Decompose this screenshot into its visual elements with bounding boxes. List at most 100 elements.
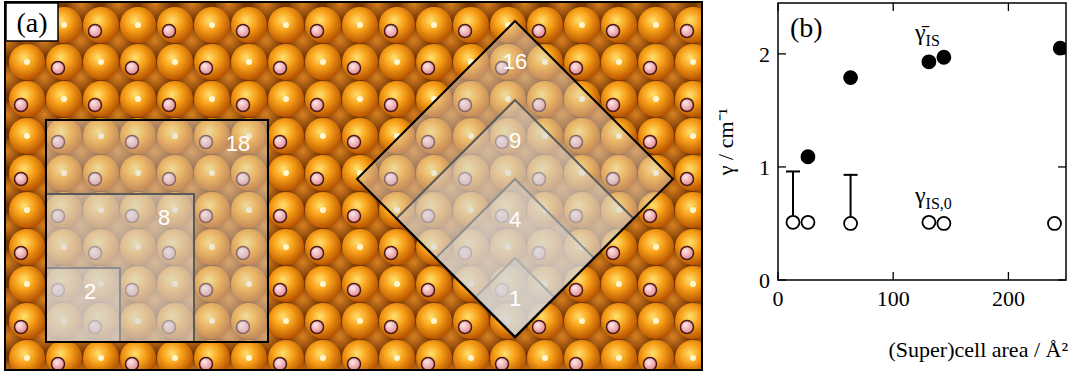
point	[844, 71, 857, 84]
surface-atom	[268, 192, 304, 228]
highlight	[283, 22, 289, 28]
highlight	[357, 96, 363, 102]
highlight	[61, 22, 67, 28]
surface-atom	[305, 340, 341, 370]
surface-atom	[601, 44, 637, 80]
highlight	[135, 22, 141, 28]
highlight	[468, 355, 474, 361]
adsorbate-atom	[644, 284, 657, 297]
supercell-label: 8	[158, 205, 170, 230]
error-bar	[786, 171, 800, 222]
surface-atom	[83, 7, 119, 43]
adsorbate-atom	[607, 25, 620, 38]
point	[922, 216, 935, 229]
surface-atom	[46, 44, 82, 80]
highlight	[98, 59, 104, 65]
y-tick	[778, 166, 786, 167]
adsorbate-atom	[644, 62, 657, 75]
adsorbate-atom	[163, 25, 176, 38]
surface-atom	[379, 44, 415, 80]
adsorbate-atom	[681, 25, 694, 38]
adsorbate-atom	[274, 62, 287, 75]
surface-atom	[268, 303, 304, 339]
surface-atom	[9, 155, 45, 191]
point	[786, 216, 799, 229]
adsorbate-atom	[348, 284, 361, 297]
surface-atom	[416, 266, 452, 302]
highlight	[320, 207, 326, 213]
surface-atom	[83, 340, 119, 370]
supercell-label: 4	[509, 207, 521, 232]
y-tick-label: 0	[759, 268, 770, 293]
highlight	[357, 244, 363, 250]
surface-atom	[268, 229, 304, 265]
adsorbate-atom	[385, 25, 398, 38]
highlight	[690, 207, 696, 213]
surface-atom	[601, 7, 637, 43]
y-tick-label: 1	[759, 155, 770, 180]
highlight	[616, 59, 622, 65]
surface-atom	[490, 340, 526, 370]
adsorbate-atom	[15, 173, 28, 186]
y-axis-title: γ / cm⁻¹	[713, 108, 738, 176]
surface-atom	[231, 81, 267, 117]
adsorbate-atom	[200, 62, 213, 75]
adsorbate-atom	[607, 99, 620, 112]
adsorbate-atom	[570, 62, 583, 75]
marks	[786, 42, 1066, 230]
surface-atom	[120, 44, 156, 80]
surface-atom	[120, 7, 156, 43]
x-tick-label: 100	[877, 286, 910, 311]
adsorbate-atom	[385, 321, 398, 334]
surface-atom	[675, 229, 702, 265]
panel-label: (b)	[790, 12, 823, 43]
point	[937, 51, 950, 64]
surface-atom	[638, 340, 674, 370]
adsorbate-atom	[422, 284, 435, 297]
plot-frame	[778, 3, 1066, 280]
surface-atom	[9, 118, 45, 154]
series-label: γ̄IS	[914, 19, 940, 49]
surface-atom	[416, 340, 452, 370]
surface-atom	[268, 44, 304, 80]
surface-atom	[120, 340, 156, 370]
background	[5, 2, 702, 370]
surface-atom	[416, 7, 452, 43]
highlight	[24, 207, 30, 213]
highlight	[357, 318, 363, 324]
surface-atom	[305, 81, 341, 117]
surface-atom	[9, 303, 45, 339]
highlight	[394, 281, 400, 287]
highlight	[246, 355, 252, 361]
surface-atom	[268, 7, 304, 43]
surface-atom	[675, 192, 702, 228]
highlight	[172, 59, 178, 65]
highlight	[209, 96, 215, 102]
adsorbate-atom	[274, 210, 287, 223]
highlight	[431, 22, 437, 28]
surface-atom	[305, 266, 341, 302]
adsorbate-atom	[422, 62, 435, 75]
adsorbate-atom	[459, 25, 472, 38]
x-tick-top	[893, 3, 894, 11]
surface-atom	[9, 340, 45, 370]
surface-atom	[231, 340, 267, 370]
highlight	[24, 59, 30, 65]
y-tick-right	[1058, 166, 1066, 167]
highlight	[283, 318, 289, 324]
adsorbate-atom	[533, 25, 546, 38]
adsorbate-atom	[311, 25, 324, 38]
adsorbate-atom	[459, 321, 472, 334]
adsorbate-atom	[607, 247, 620, 260]
highlight	[283, 244, 289, 250]
adsorbate-atom	[385, 99, 398, 112]
highlight	[61, 96, 67, 102]
panel-a	[5, 2, 702, 370]
adsorbate-atom	[422, 358, 435, 371]
adsorbate-atom	[52, 62, 65, 75]
x-tick	[1008, 272, 1009, 280]
surface-atom	[305, 155, 341, 191]
adsorbate-atom	[163, 99, 176, 112]
surface-atom	[675, 7, 702, 43]
surface-atom	[157, 81, 193, 117]
